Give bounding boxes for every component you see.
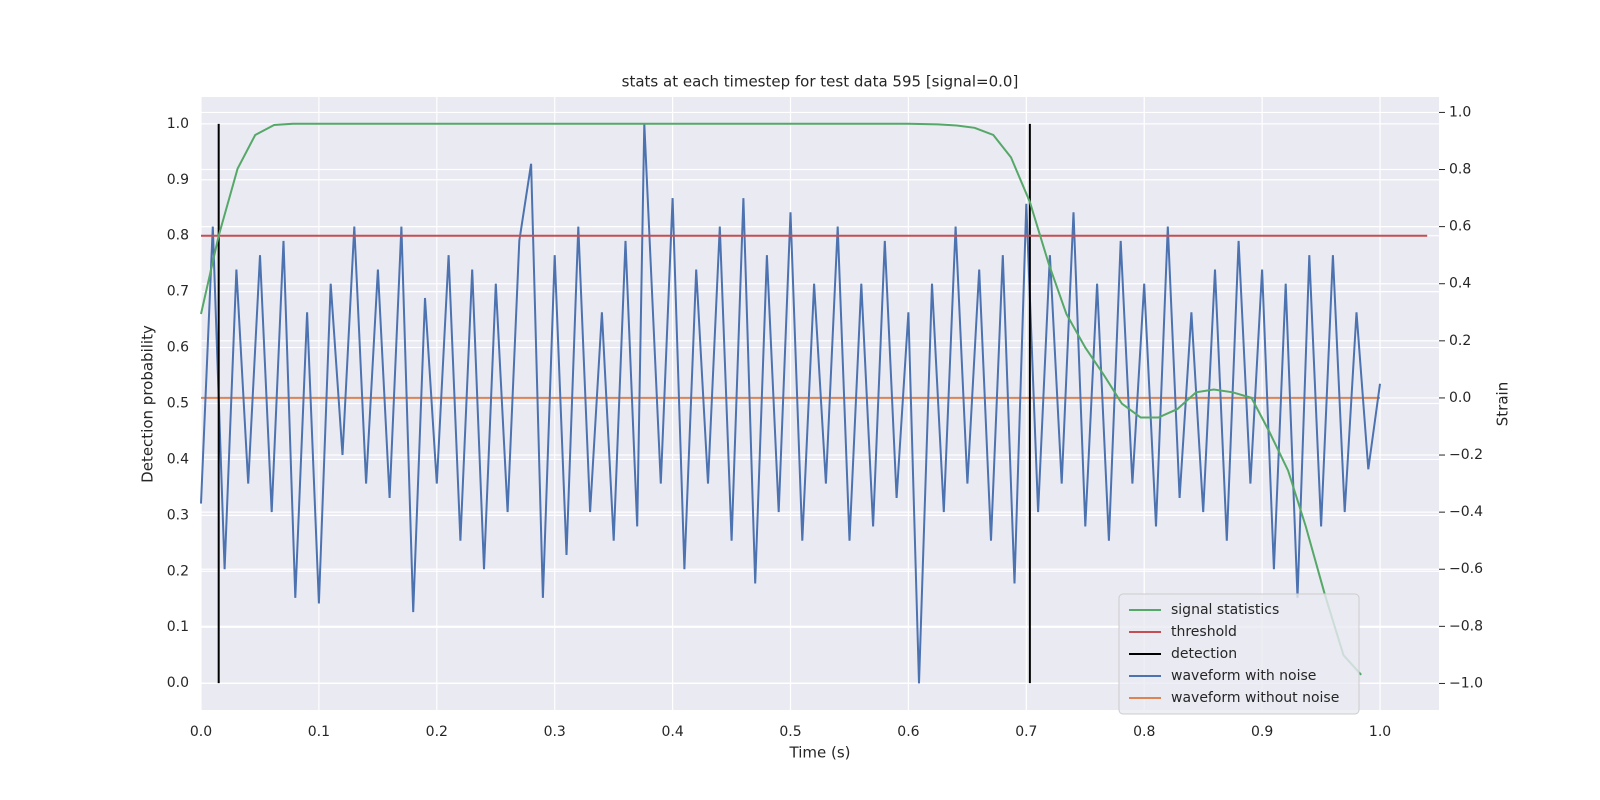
y-tick-label: 0.0 <box>167 675 189 691</box>
y2-tick-label: −0.6 <box>1449 561 1483 577</box>
x-tick-label: 0.1 <box>308 724 330 740</box>
x-tick-label: 0.0 <box>190 724 212 740</box>
series-line <box>200 123 1381 684</box>
y2-tick-label: 0.0 <box>1449 390 1471 406</box>
y-axis-label: Detection probability <box>139 325 157 483</box>
legend-box <box>1118 593 1360 715</box>
y2-tick-label: 0.4 <box>1449 276 1471 292</box>
x-tick-label: 0.4 <box>661 724 683 740</box>
y-tick-label: 0.6 <box>167 340 189 356</box>
y-tick-label: 0.8 <box>167 228 189 244</box>
x-tick-label: 0.9 <box>1251 724 1273 740</box>
y-tick-label: 0.4 <box>167 451 189 467</box>
x-axis-label: Time (s) <box>789 744 851 762</box>
legend-label: waveform without noise <box>1171 690 1339 706</box>
y-tick-label: 0.2 <box>167 563 189 579</box>
y2-axis-label: Strain <box>1494 382 1512 426</box>
y2-tick-label: −0.4 <box>1449 504 1483 520</box>
x-tick-label: 0.2 <box>426 724 448 740</box>
x-tick-label: 0.5 <box>779 724 801 740</box>
y-tick-label: 0.3 <box>167 507 189 523</box>
y-tick-label: 0.5 <box>167 396 189 412</box>
x-tick-label: 0.8 <box>1133 724 1155 740</box>
legend-label: detection <box>1171 646 1237 662</box>
y2-tick-label: 0.6 <box>1449 219 1471 235</box>
y2-tick-label: 1.0 <box>1449 104 1471 120</box>
x-tick-label: 0.7 <box>1015 724 1037 740</box>
x-tick-label: 1.0 <box>1369 724 1391 740</box>
y2-tick-label: 0.8 <box>1449 162 1471 178</box>
legend-label: threshold <box>1171 624 1237 640</box>
y2-tick-label: 0.2 <box>1449 333 1471 349</box>
y-tick-label: 0.7 <box>167 284 189 300</box>
y-tick-label: 0.1 <box>167 619 189 635</box>
y-tick-label: 1.0 <box>167 116 189 132</box>
y2-tick-label: −1.0 <box>1449 675 1483 691</box>
y-tick-label: 0.9 <box>167 172 189 188</box>
series-line <box>200 122 1362 676</box>
legend-label: signal statistics <box>1171 602 1279 618</box>
chart-title: stats at each timestep for test data 595… <box>622 73 1019 91</box>
y2-tick-label: −0.2 <box>1449 447 1483 463</box>
x-tick-label: 0.6 <box>897 724 919 740</box>
x-tick-label: 0.3 <box>544 724 566 740</box>
legend-label: waveform with noise <box>1171 668 1316 684</box>
legend: signal statistics threshold detection wavef… <box>1118 593 1360 715</box>
y2-tick-label: −0.8 <box>1449 618 1483 634</box>
